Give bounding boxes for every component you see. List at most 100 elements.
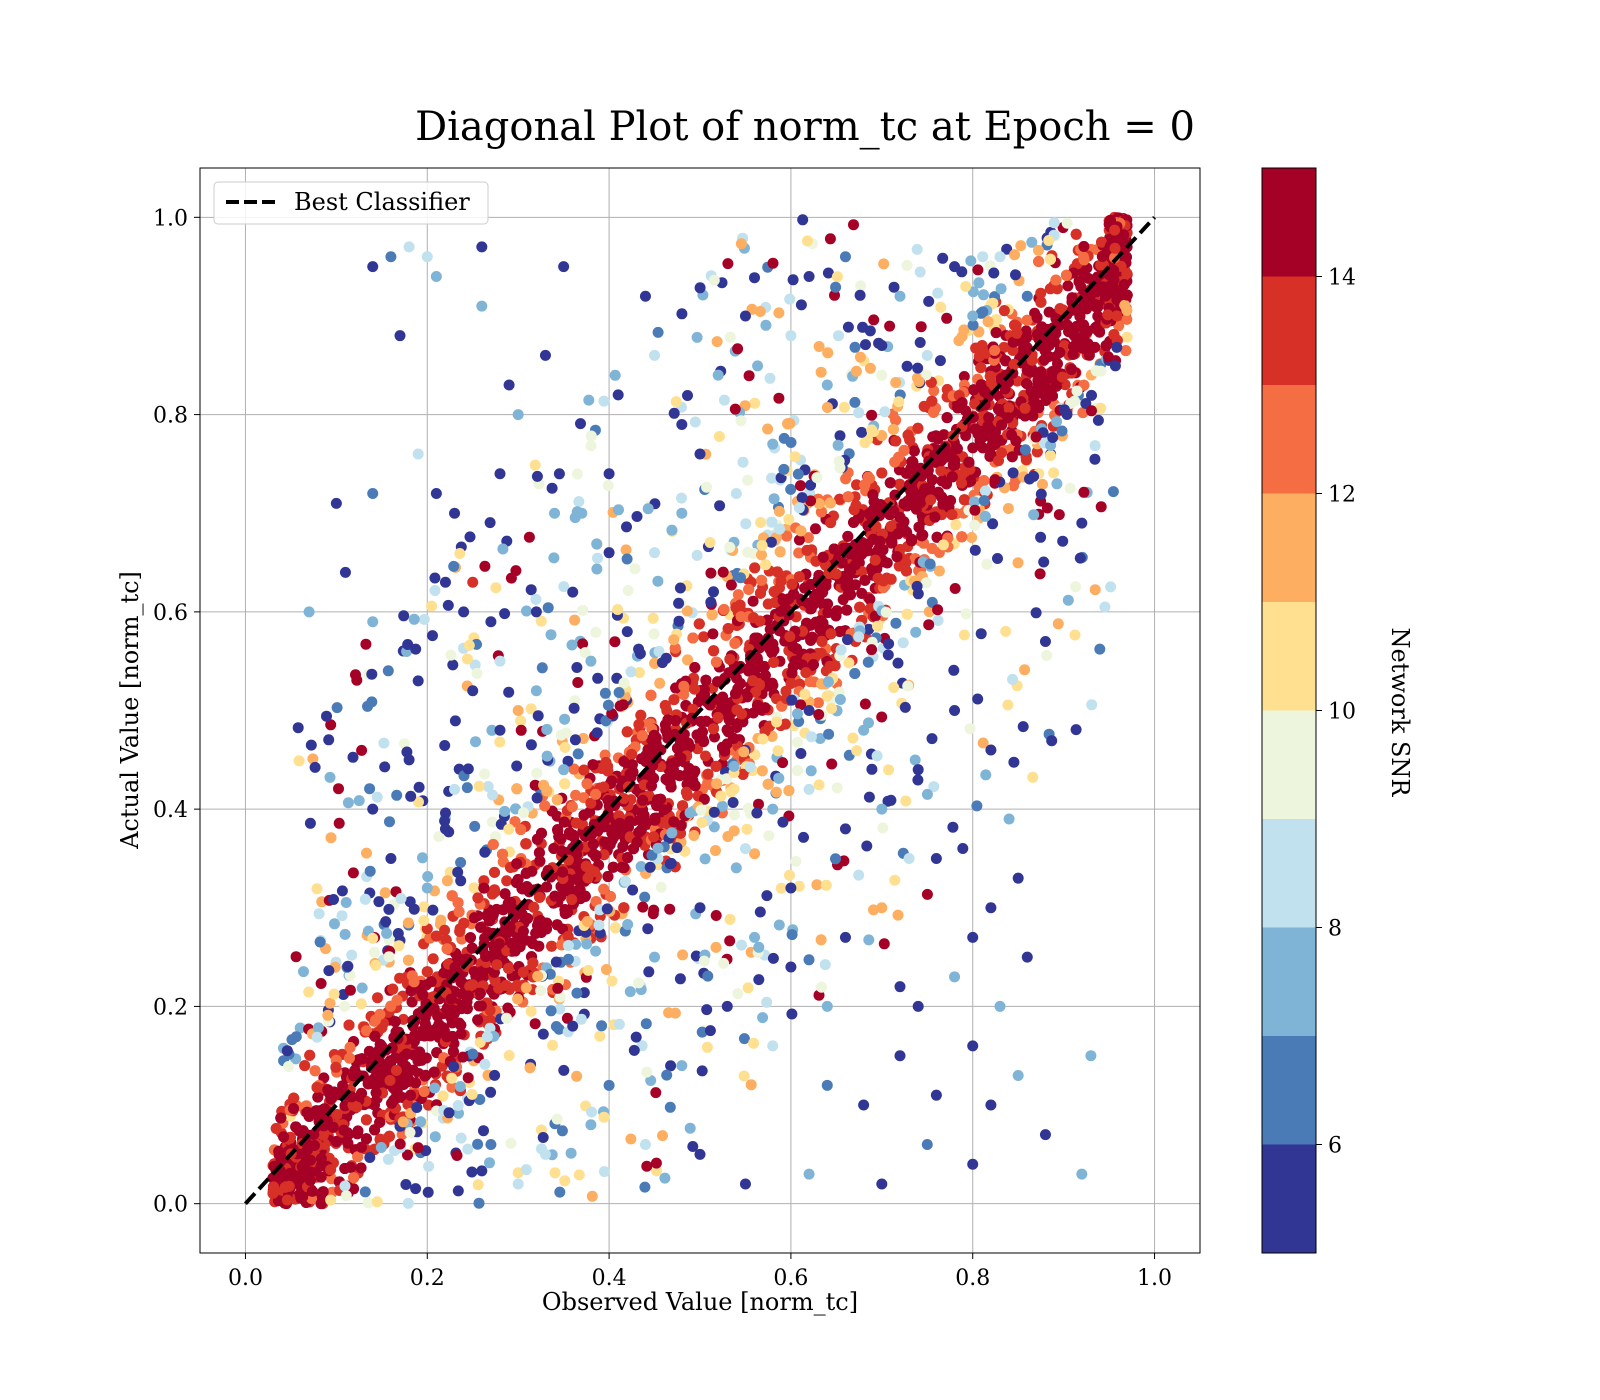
band-point [845,589,856,601]
band-point [956,531,968,543]
band-point [1111,294,1123,306]
band-point [309,1065,321,1077]
band-point [616,861,628,873]
band-point [465,932,476,944]
band-point [1010,435,1022,447]
band-point [901,608,913,620]
band-point [374,1116,386,1128]
band-point [889,456,901,468]
band-point [344,1041,356,1053]
band-point [1051,283,1063,295]
band-point [1089,341,1101,353]
band-point [856,587,868,599]
band-point [822,598,833,610]
band-point [1054,347,1066,358]
band-point [484,1004,496,1016]
band-point [1066,292,1078,304]
band-point [732,589,744,601]
band-point [977,442,989,454]
band-point [989,426,1001,438]
band-point [468,882,480,894]
band-point [751,632,763,644]
band-point [842,530,854,542]
band-point [487,838,499,850]
band-point [786,667,798,679]
band-point [1046,366,1058,378]
band-point [351,1128,363,1140]
band-point [621,726,633,738]
band-point [412,1055,424,1067]
band-point [816,635,828,647]
band-point [315,1171,327,1183]
band-point [710,656,722,668]
band-point [749,562,761,574]
band-point [1078,268,1090,280]
band-point [458,917,470,929]
band-point [343,1019,355,1031]
band-point [969,423,981,435]
band-point [509,816,521,828]
band-point [654,677,666,689]
band-point [822,607,834,618]
band-point [762,778,774,790]
band-point [1119,299,1131,311]
band-point [890,414,902,426]
band-point [402,1099,414,1110]
band-point [1083,349,1095,361]
band-point [707,628,719,640]
band-point [993,455,1004,467]
band-point [678,689,690,701]
band-point [1062,280,1074,292]
band-point [472,1014,484,1026]
band-point [1035,287,1047,299]
band-point [669,642,681,654]
band-point [725,786,737,798]
band-point [273,1145,285,1157]
band-point [996,419,1007,431]
band-point [851,479,862,491]
band-point [452,897,464,909]
band-point [648,628,660,640]
band-point [775,605,786,617]
band-point [990,327,1002,339]
band-point [677,800,689,812]
band-point [520,838,532,850]
band-point [380,1065,392,1077]
band-point [1025,385,1037,397]
band-point [342,1137,354,1149]
band-point [926,543,938,554]
band-point [1025,366,1037,378]
band-point [750,686,761,698]
band-point [902,429,914,441]
band-point [708,723,719,735]
band-point [689,683,701,695]
band-point [631,836,643,848]
band-point [533,847,545,859]
band-point [566,801,578,813]
band-point [926,395,938,407]
band-point [339,1163,351,1174]
band-point [817,551,829,563]
band-point [566,894,578,906]
band-point [824,497,836,509]
band-point [1078,330,1090,341]
band-point [487,909,499,921]
band-point [812,697,824,709]
band-point [1078,321,1090,333]
band-point [756,574,768,586]
band-point [1002,412,1014,424]
band-point [834,493,846,505]
band-point [907,456,919,468]
band-point [635,709,647,721]
band-point [561,885,573,897]
band-point [607,861,619,873]
band-point [965,475,977,487]
band-point [362,1197,374,1209]
band-point [1077,407,1089,419]
band-point [791,736,803,748]
band-point [979,386,990,398]
band-point [389,1016,401,1028]
band-point [775,575,787,587]
band-point [989,345,1001,356]
band-point [478,882,490,894]
